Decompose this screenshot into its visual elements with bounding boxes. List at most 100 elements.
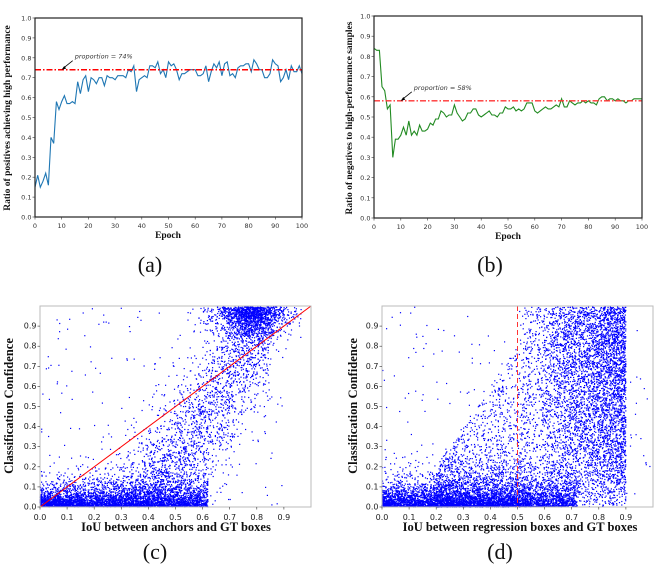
scatter-point — [87, 496, 89, 498]
scatter-point — [127, 497, 129, 499]
scatter-point — [103, 484, 105, 486]
scatter-point — [116, 504, 118, 506]
scatter-point — [170, 498, 172, 500]
scatter-point — [190, 491, 192, 493]
scatter-point — [112, 481, 114, 483]
scatter-point — [248, 312, 250, 314]
scatter-point — [180, 499, 182, 501]
scatter-point — [259, 340, 261, 342]
scatter-point — [147, 492, 149, 494]
x-tick-label: 40 — [477, 223, 485, 231]
scatter-point — [73, 476, 75, 478]
scatter-point — [169, 504, 171, 506]
scatter-point — [192, 500, 194, 502]
arrow-head-icon — [400, 97, 406, 101]
scatter-point — [104, 505, 106, 507]
scatter-point — [49, 492, 51, 494]
scatter-point — [89, 497, 91, 499]
scatter-point — [59, 499, 61, 501]
scatter-point — [53, 462, 55, 464]
scatter-point — [182, 477, 184, 479]
scatter-point — [254, 325, 256, 327]
scatter-point — [46, 502, 48, 504]
scatter-point — [134, 488, 136, 491]
scatter-point — [62, 504, 64, 506]
scatter-point — [104, 468, 106, 470]
scatter-point — [186, 476, 188, 478]
scatter-point — [151, 503, 153, 505]
scatter-point — [131, 505, 133, 507]
scatter-point — [65, 496, 67, 498]
scatter-point — [267, 306, 270, 308]
scatter-point — [121, 467, 123, 469]
scatter-point — [292, 321, 294, 323]
scatter-point — [171, 489, 173, 491]
scatter-point — [286, 314, 289, 316]
scatter-point — [118, 492, 121, 494]
scatter-point — [189, 487, 191, 489]
scatter-point — [123, 497, 125, 500]
scatter-point — [124, 493, 126, 495]
scatter-point — [73, 488, 76, 490]
scatter-point — [46, 490, 48, 492]
scatter-point — [174, 488, 176, 491]
scatter-point — [81, 503, 83, 505]
scatter-point — [118, 500, 120, 502]
scatter-point — [124, 467, 126, 469]
scatter-point — [47, 491, 49, 493]
scatter-point — [40, 471, 43, 473]
scatter-point — [240, 319, 242, 322]
scatter-point — [105, 499, 107, 501]
scatter-point — [79, 501, 81, 503]
scatter-point — [287, 339, 289, 341]
scatter-point — [204, 488, 206, 490]
scatter-point — [167, 495, 170, 497]
scatter-point — [286, 319, 288, 321]
scatter-point — [190, 497, 192, 500]
scatter-point — [166, 490, 168, 492]
scatter-point — [197, 487, 200, 489]
x-tick-label: 90 — [271, 222, 279, 230]
scatter-point — [207, 481, 209, 483]
scatter-point — [148, 498, 150, 500]
scatter-point — [155, 499, 158, 501]
scatter-point — [191, 500, 193, 502]
scatter-point — [132, 498, 134, 500]
scatter-point — [195, 504, 197, 506]
scatter-point — [162, 503, 164, 505]
scatter-point — [282, 314, 284, 316]
scatter-point — [91, 495, 93, 497]
scatter-point — [266, 317, 268, 319]
scatter-point — [160, 500, 163, 502]
scatter-point — [177, 498, 179, 500]
scatter-point — [162, 464, 164, 467]
scatter-point — [115, 489, 118, 491]
scatter-point — [147, 496, 149, 498]
scatter-point — [178, 498, 180, 500]
scatter-point — [76, 493, 78, 495]
scatter-point — [172, 504, 174, 506]
scatter-point — [94, 502, 96, 504]
scatter-point — [225, 315, 228, 317]
scatter-point — [186, 490, 188, 492]
scatter-point — [74, 488, 76, 490]
scatter-point — [109, 505, 111, 507]
scatter-point — [218, 317, 220, 319]
scatter-point — [54, 496, 56, 498]
scatter-point — [84, 501, 86, 503]
scatter-point — [126, 498, 129, 500]
scatter-point — [246, 317, 248, 319]
scatter-point — [76, 493, 78, 495]
scatter-point — [154, 505, 156, 507]
scatter-point — [121, 492, 123, 494]
scatter-point — [92, 500, 94, 502]
scatter-point — [183, 481, 185, 483]
scatter-point — [255, 315, 257, 317]
scatter-point — [111, 491, 113, 493]
scatter-point — [157, 500, 159, 502]
scatter-point — [100, 498, 102, 500]
scatter-point — [145, 499, 147, 501]
scatter-point — [257, 318, 259, 320]
x-tick-label: 80 — [244, 222, 252, 230]
